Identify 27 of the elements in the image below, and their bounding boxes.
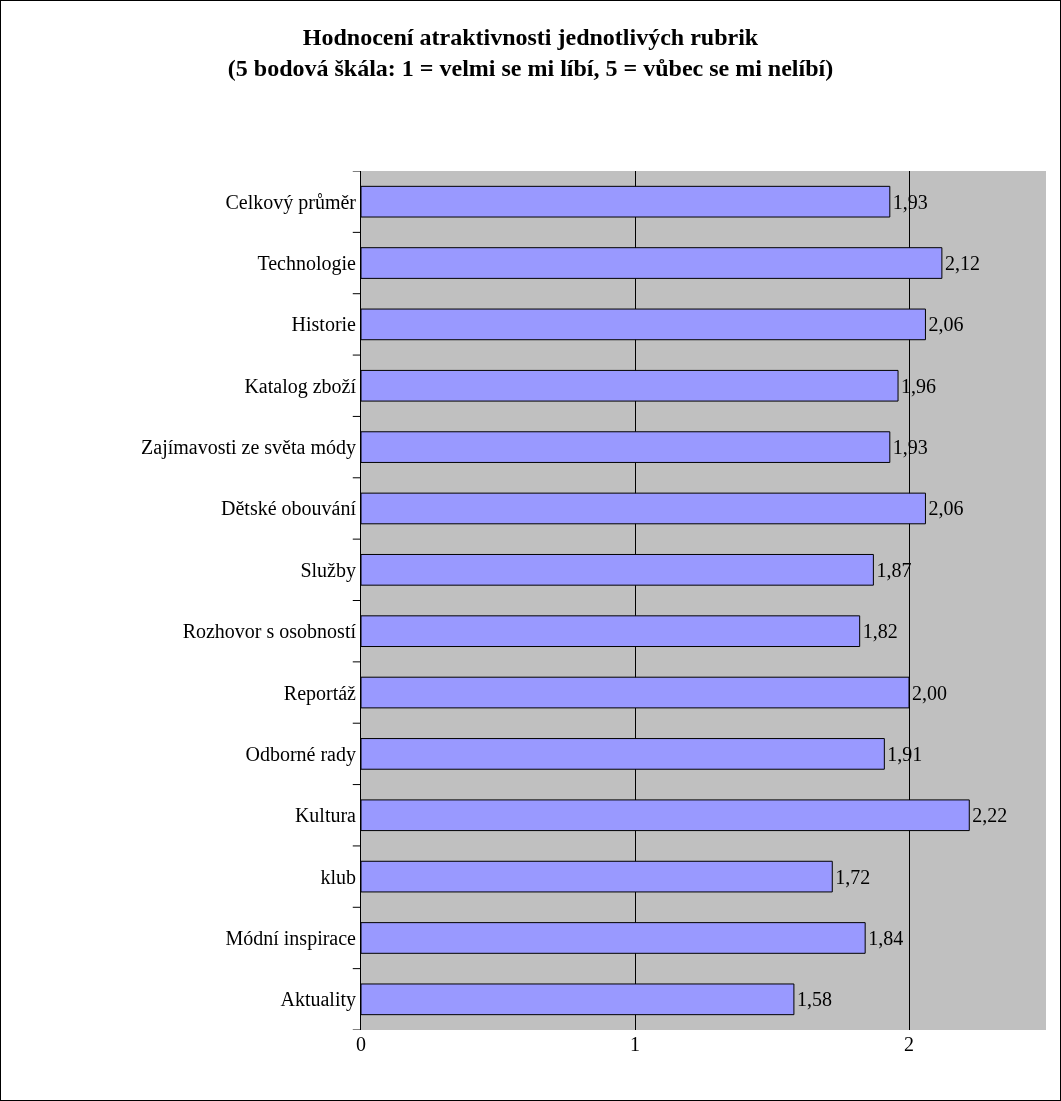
chart-title: Hodnocení atraktivnosti jednotlivých rubrik (5 bodová škála: 1 = velmi se mi líbí, 5 = vůbec se mi nelíbí) — [227, 23, 834, 82]
x-tick-label: 1 — [630, 1033, 640, 1055]
y-tick-label: Kultura — [294, 804, 357, 827]
data-label: 1,58 — [796, 988, 832, 1011]
y-tick-label: Celkový průměr — [225, 190, 357, 214]
y-tick-label: Zajímavosti ze světa módy — [141, 436, 356, 460]
data-label: 2,06 — [928, 497, 964, 520]
y-tick-label: Reportáž — [283, 681, 357, 705]
y-tick-label: klub — [320, 865, 356, 888]
y-tick-label: Odborné rady — [245, 742, 356, 766]
data-label: 2,06 — [928, 313, 964, 336]
data-label: 1,84 — [868, 926, 904, 949]
y-tick-label: Rozhovor s osobností — [182, 620, 357, 643]
data-label: 1,72 — [835, 865, 871, 888]
y-tick-label: Dětské obouvání — [221, 497, 357, 520]
y-tick-label: Služby — [300, 558, 356, 582]
y-tick-label: Historie — [291, 313, 357, 336]
y-tick-label: Katalog zboží — [244, 374, 357, 398]
data-label: 2,22 — [972, 804, 1008, 827]
data-label: 2,12 — [944, 252, 980, 275]
x-tick-label: 2 — [904, 1033, 914, 1055]
y-tick-label: Módní inspirace — [225, 926, 357, 950]
y-tick-label: Aktuality — [280, 988, 356, 1012]
data-label: 2,00 — [912, 681, 947, 704]
data-label: 1,82 — [862, 620, 898, 643]
x-tick-label: 0 — [356, 1033, 366, 1055]
y-tick-label: Technologie — [257, 252, 357, 276]
